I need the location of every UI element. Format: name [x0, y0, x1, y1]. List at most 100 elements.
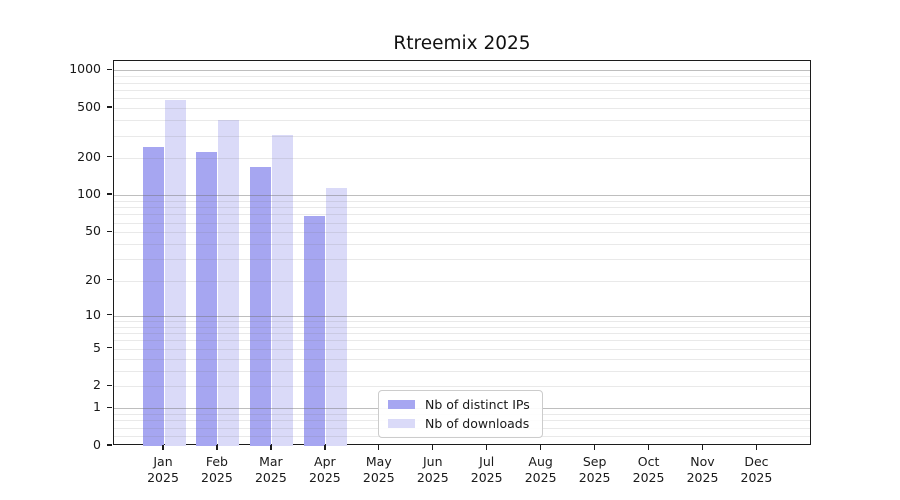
gridline-minor-30 — [114, 259, 810, 261]
y-tick-500 — [107, 106, 112, 108]
x-tick-may — [378, 445, 380, 450]
x-tick-month: Sep — [582, 454, 607, 469]
y-tick-20 — [107, 278, 112, 281]
x-tick-month: Jan — [153, 454, 173, 469]
legend-label-distinct-ips: Nb of distinct IPs — [425, 397, 530, 412]
y-tick-label-2: 2 — [93, 377, 101, 393]
y-tick-1 — [107, 406, 112, 408]
x-tick-label-jul: Jul 2025 — [457, 454, 517, 485]
gridline-minor-20 — [114, 280, 810, 282]
bar-downloads-mar — [272, 134, 294, 446]
gridline-minor-2 — [114, 386, 810, 388]
y-tick-label-1000: 1000 — [69, 61, 101, 77]
x-tick-year: 2025 — [686, 469, 719, 485]
gridline-minor-60 — [114, 222, 810, 224]
legend-swatch-downloads — [388, 418, 415, 429]
x-tick-month: May — [365, 454, 392, 469]
x-tick-label-jun: Jun 2025 — [403, 454, 463, 485]
gridline-minor-40 — [114, 244, 810, 246]
x-tick-year: 2025 — [470, 469, 503, 485]
x-tick-month: Jun — [422, 454, 443, 469]
y-tick-label-500: 500 — [77, 99, 101, 115]
x-tick-label-sep: Sep 2025 — [565, 454, 625, 485]
gridline-minor-5 — [114, 348, 810, 350]
y-tick-2 — [107, 384, 112, 386]
x-tick-year: 2025 — [308, 469, 341, 485]
x-tick-nov — [701, 445, 704, 450]
y-tick-label-5: 5 — [93, 339, 101, 355]
x-tick-year: 2025 — [254, 469, 287, 485]
gridline-minor-900 — [114, 76, 810, 78]
x-tick-month: Apr — [314, 454, 336, 469]
x-tick-jun — [432, 445, 434, 450]
x-tick-month: Feb — [205, 454, 228, 469]
gridline-minor-4 — [114, 358, 810, 360]
gridline-major-1000 — [114, 70, 810, 72]
y-tick-0 — [107, 444, 112, 446]
gridline-minor-500 — [114, 108, 810, 110]
legend: Nb of distinct IPs Nb of downloads — [378, 390, 543, 438]
x-tick-apr — [324, 445, 326, 450]
y-tick-label-1: 1 — [93, 399, 101, 415]
x-tick-label-feb: Feb 2025 — [187, 454, 247, 485]
x-tick-label-jan: Jan 2025 — [133, 454, 193, 485]
bar-downloads-jan — [164, 100, 186, 446]
y-tick-label-0: 0 — [93, 437, 101, 452]
y-tick-200 — [107, 156, 112, 158]
x-tick-label-aug: Aug 2025 — [511, 454, 571, 485]
y-tick-1000 — [107, 68, 112, 71]
bar-downloads-apr — [326, 188, 348, 446]
x-tick-feb — [216, 445, 218, 450]
y-tick-label-20: 20 — [85, 271, 101, 287]
gridline-major-10 — [114, 315, 810, 317]
x-tick-year: 2025 — [740, 469, 773, 485]
gridline-minor-8 — [114, 326, 810, 328]
gridline-minor-70 — [114, 214, 810, 216]
x-tick-jan — [162, 445, 164, 450]
gridline-minor-300 — [114, 135, 810, 137]
legend-item-distinct-ips: Nb of distinct IPs — [388, 397, 533, 412]
x-tick-month: Nov — [690, 454, 715, 469]
gridline-minor-200 — [114, 157, 810, 159]
y-tick-100 — [107, 193, 112, 195]
legend-item-downloads: Nb of downloads — [388, 416, 533, 431]
y-tick-10 — [107, 313, 112, 316]
x-tick-month: Mar — [259, 454, 283, 469]
y-tick-50 — [107, 230, 112, 232]
bar-distinct-ips-apr — [304, 215, 326, 446]
gridline-minor-50 — [114, 232, 810, 234]
x-tick-aug — [539, 445, 542, 450]
x-tick-dec — [755, 445, 758, 450]
x-tick-label-may: May 2025 — [349, 454, 409, 485]
y-tick-label-50: 50 — [85, 223, 101, 239]
x-tick-label-apr: Apr 2025 — [295, 454, 355, 485]
x-tick-oct — [647, 445, 650, 450]
x-tick-year: 2025 — [578, 469, 611, 485]
x-tick-month: Jul — [479, 454, 495, 469]
x-tick-year: 2025 — [147, 469, 179, 485]
x-tick-month: Oct — [637, 454, 660, 469]
x-tick-year: 2025 — [201, 469, 233, 485]
gridline-major-100 — [114, 195, 810, 197]
x-tick-year: 2025 — [416, 469, 449, 485]
x-tick-year: 2025 — [362, 469, 395, 485]
x-tick-label-oct: Oct 2025 — [619, 454, 679, 485]
gridline-minor-80 — [114, 207, 810, 209]
y-tick-label-200: 200 — [77, 148, 101, 164]
gridline-minor-7 — [114, 332, 810, 334]
x-tick-mar — [270, 445, 272, 450]
gridline-minor-3 — [114, 370, 810, 372]
y-tick-5 — [107, 346, 112, 349]
gridline-minor-90 — [114, 200, 810, 202]
legend-swatch-distinct-ips — [388, 399, 415, 410]
y-tick-label-100: 100 — [77, 186, 101, 202]
legend-label-downloads: Nb of downloads — [425, 416, 530, 431]
bar-distinct-ips-feb — [196, 152, 218, 446]
x-tick-month: Dec — [744, 454, 769, 469]
x-tick-label-nov: Nov 2025 — [673, 454, 733, 485]
bar-distinct-ips-mar — [250, 167, 272, 446]
x-tick-jul — [486, 445, 488, 450]
gridline-minor-700 — [114, 89, 810, 91]
gridline-minor-600 — [114, 98, 810, 100]
